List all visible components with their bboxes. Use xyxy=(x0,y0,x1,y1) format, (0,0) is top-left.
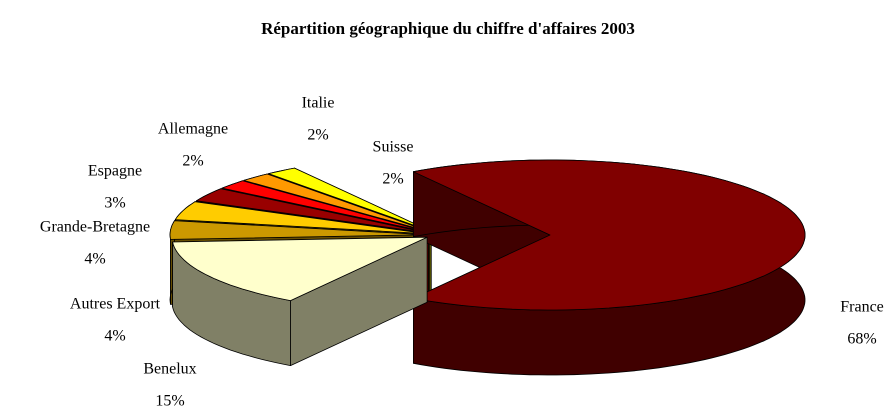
slice-value-label: 4% xyxy=(84,251,105,268)
slice-label: Grande-Bretagne xyxy=(40,219,150,236)
slice-value-label: 2% xyxy=(182,153,203,170)
slice xyxy=(243,173,431,233)
slice-label: Autres Export xyxy=(70,296,161,313)
slice xyxy=(221,180,429,233)
labels: France 68% Suisse 2% Italie 2% Allemagne 2% Espa… xyxy=(40,95,884,409)
chart-title: Répartition géographique du chiffre d'af… xyxy=(261,19,635,38)
slice-label: Benelux xyxy=(143,361,196,378)
pie xyxy=(169,159,806,376)
slice-value-label: 3% xyxy=(104,195,125,212)
slice-value-label: 4% xyxy=(104,328,125,345)
slice xyxy=(413,159,806,311)
slice-label: Italie xyxy=(302,95,335,112)
slice-value-label: 68% xyxy=(847,331,876,348)
slice xyxy=(268,167,432,232)
slice xyxy=(174,201,427,234)
slice-label: Allemagne xyxy=(158,121,228,138)
slice xyxy=(172,236,428,301)
slice xyxy=(196,188,428,234)
slice xyxy=(169,220,426,240)
slice-label: Suisse xyxy=(373,139,414,156)
slice-value-label: 15% xyxy=(155,393,184,409)
slice-label: France xyxy=(840,299,884,316)
slice-value-label: 2% xyxy=(382,171,403,188)
slice-label: Espagne xyxy=(88,163,142,180)
slice-value-label: 2% xyxy=(307,127,328,144)
